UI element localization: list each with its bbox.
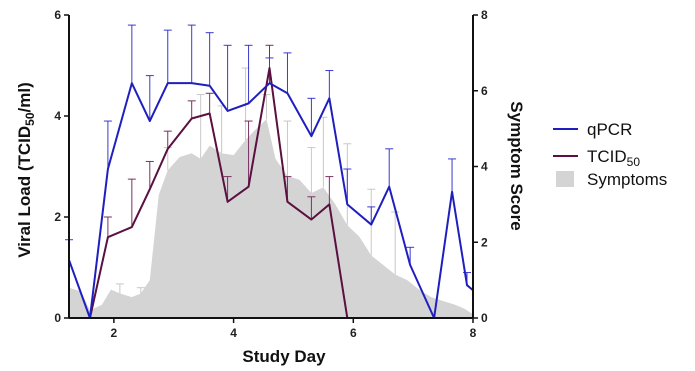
y-right-tick-label: 2 [481, 235, 488, 249]
legend-label-qpcr: qPCR [587, 120, 632, 139]
x-tick-label: 8 [470, 326, 477, 340]
y-right-tick-label: 0 [481, 311, 488, 325]
qpcr-series-line [68, 82, 474, 319]
y-right-tick-label: 8 [481, 8, 488, 22]
tcid50-series-line [88, 67, 349, 319]
legend-label-tcid50: TCID50 [587, 147, 640, 169]
y-axis-left-title: Viral Load (TCID50/ml) [15, 82, 37, 258]
legend-label-symptoms: Symptoms [587, 170, 667, 189]
y-left-tick-label: 6 [54, 8, 61, 22]
x-tick-label: 6 [350, 326, 357, 340]
tcid50-line [88, 67, 349, 319]
y-left-tick-label: 4 [54, 109, 61, 123]
y-left-tick-label: 2 [54, 210, 61, 224]
symptoms-area [69, 119, 473, 318]
y-right-tick-label: 6 [481, 84, 488, 98]
y-left-tick-label: 0 [54, 311, 61, 325]
y-right-tick-label: 4 [481, 160, 488, 174]
legend: qPCR TCID50 Symptoms [553, 120, 667, 189]
x-tick-label: 2 [111, 326, 118, 340]
y-axis-right-title: Symptom Score [507, 101, 526, 230]
x-axis-title: Study Day [242, 347, 326, 366]
tcid50-error-bars [103, 44, 334, 238]
symptoms-error-bars [115, 67, 400, 294]
symptoms-area-path [69, 119, 473, 318]
axes [64, 14, 478, 323]
x-tick-label: 4 [230, 326, 237, 340]
qpcr-line [68, 82, 474, 319]
legend-swatch-symptoms [556, 171, 574, 187]
